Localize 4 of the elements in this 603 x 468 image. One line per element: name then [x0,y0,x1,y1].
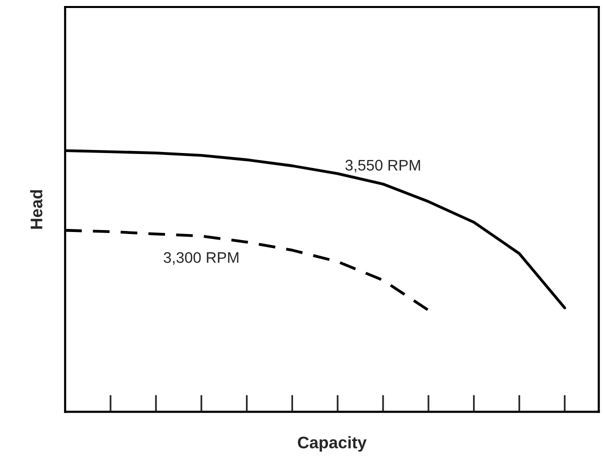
x-axis-title: Capacity [298,436,367,452]
y-axis-title: Head [30,190,42,229]
series-label: 3,550 RPM [345,160,420,172]
series-label: 3,300 RPM [164,252,238,265]
